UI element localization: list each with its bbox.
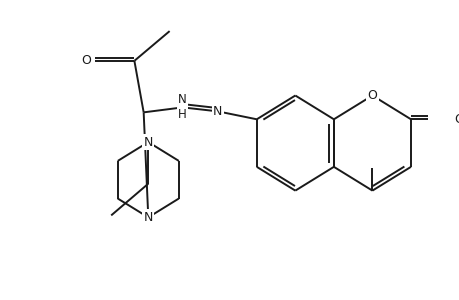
Text: N: N (143, 136, 153, 148)
Text: N
H: N H (178, 93, 186, 122)
Text: O: O (453, 113, 459, 126)
Text: O: O (81, 54, 91, 67)
Text: N: N (213, 105, 222, 118)
Text: N: N (143, 211, 153, 224)
Text: O: O (367, 89, 376, 102)
